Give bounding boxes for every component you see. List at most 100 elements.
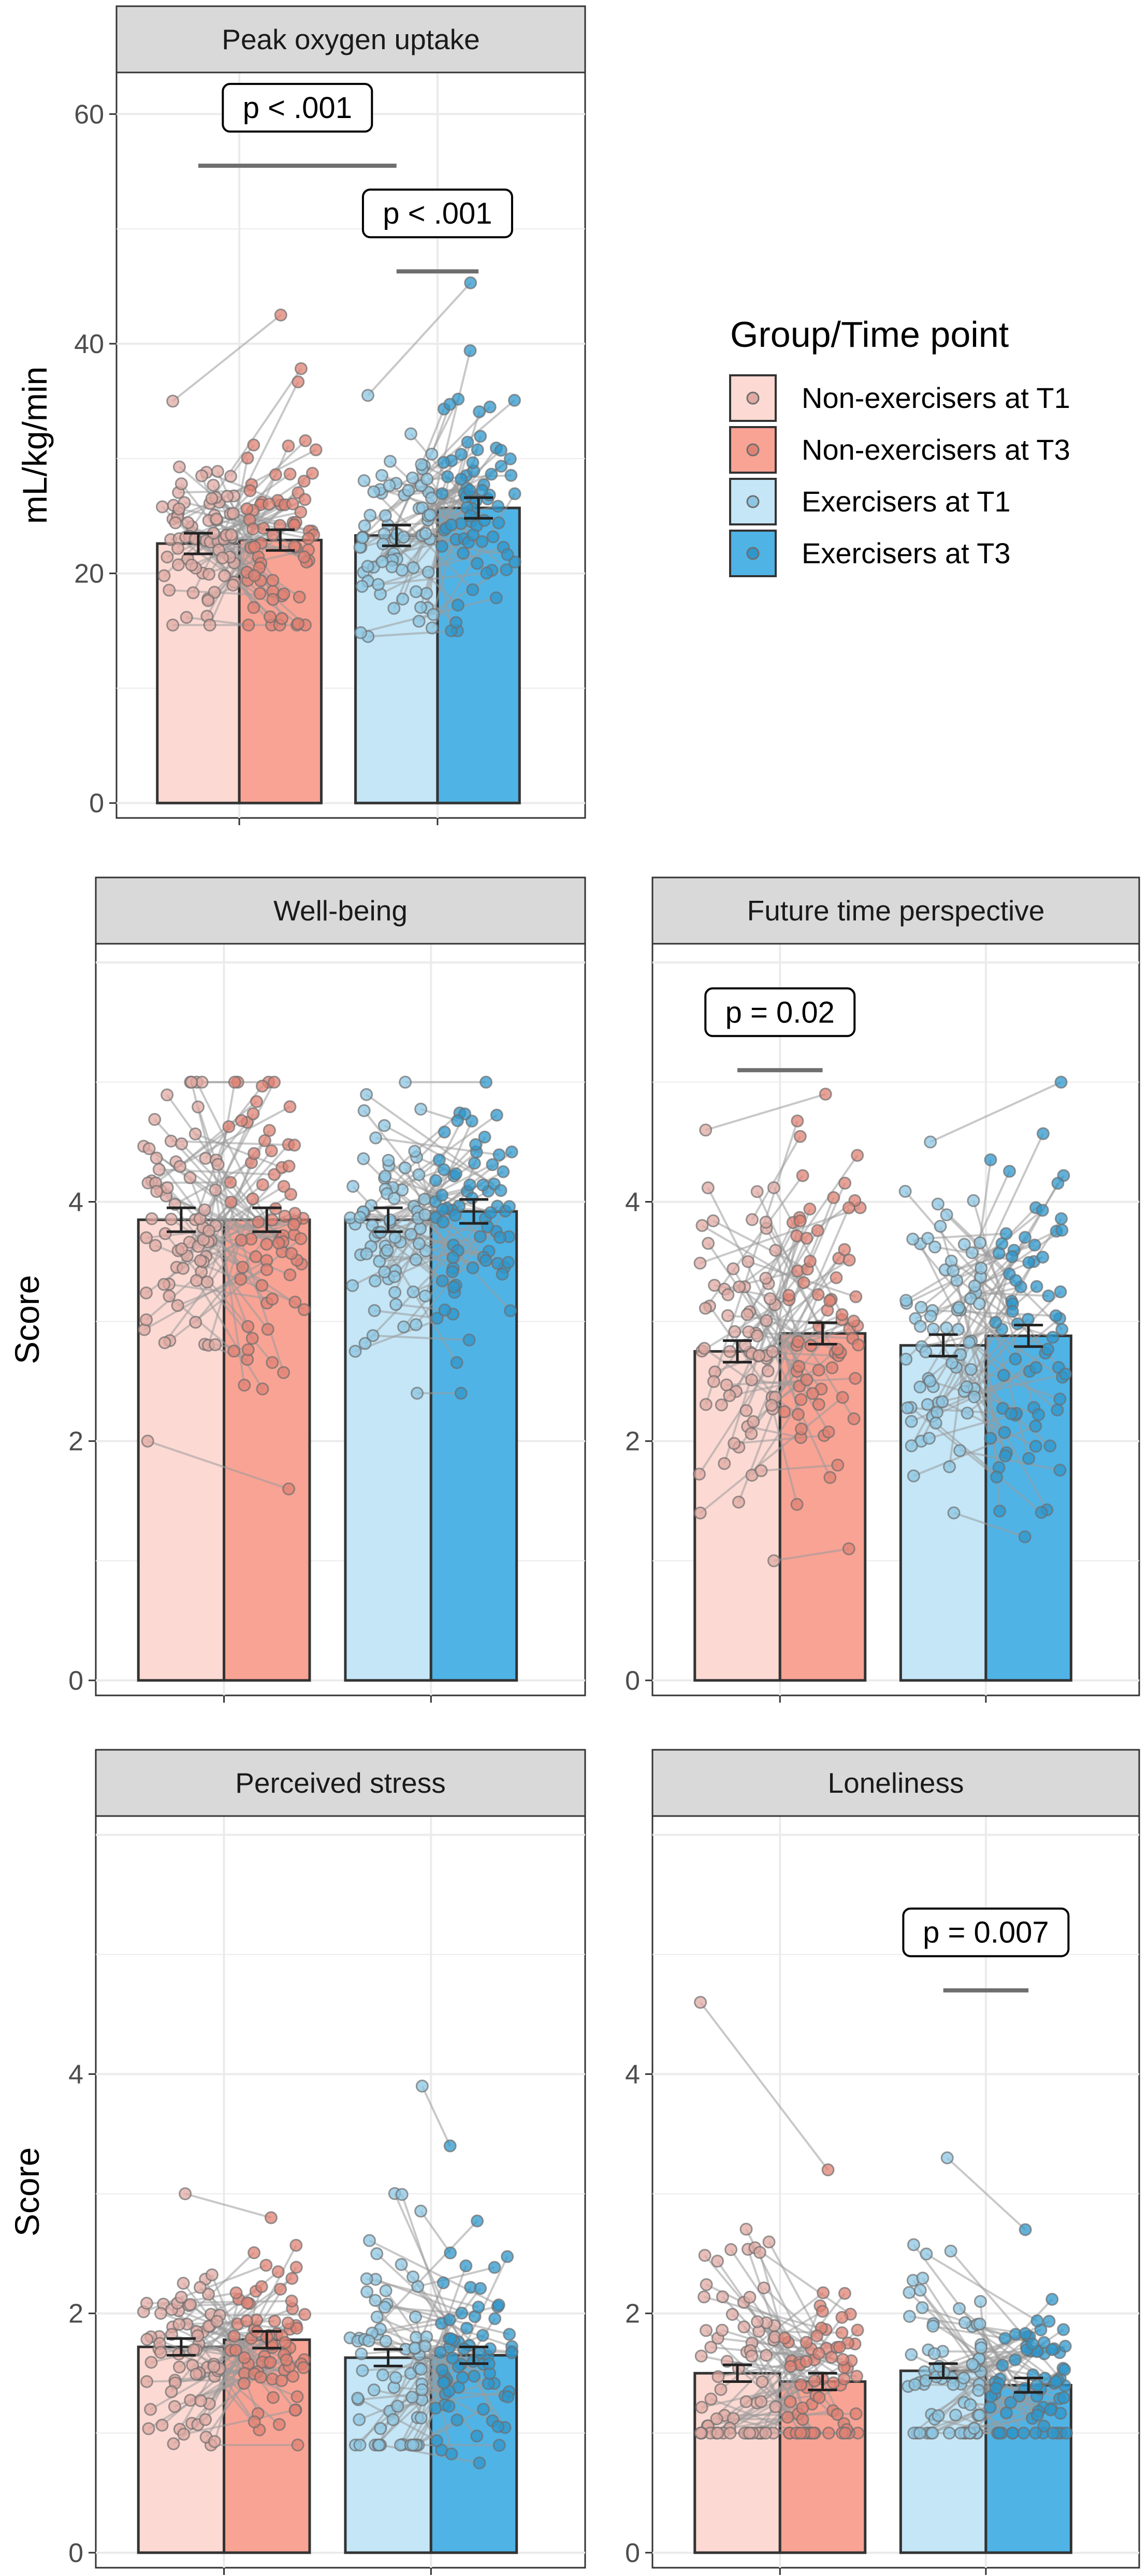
data-point — [463, 484, 476, 497]
data-point — [266, 574, 280, 587]
data-point — [285, 2272, 299, 2285]
data-point — [360, 2285, 374, 2299]
data-point — [240, 502, 254, 516]
data-point — [1057, 2323, 1070, 2336]
data-point — [767, 1554, 781, 1568]
data-point — [501, 2390, 515, 2404]
data-point — [168, 2400, 181, 2413]
data-point — [724, 2243, 738, 2256]
data-point — [836, 1391, 849, 1404]
data-points — [692, 1075, 1072, 1568]
data-point — [207, 2360, 221, 2374]
data-point — [964, 1363, 978, 1376]
data-point — [240, 2314, 253, 2328]
error-bar-2 — [266, 528, 295, 552]
data-point — [800, 1232, 813, 1245]
data-point — [425, 447, 439, 461]
data-point — [1032, 1408, 1045, 1422]
legend-key-point — [746, 391, 760, 405]
y-tick-label: 4 — [625, 1188, 640, 1218]
paired-line — [723, 1220, 802, 1464]
data-point — [211, 1158, 225, 1171]
data-point — [943, 1460, 956, 1473]
data-point — [1037, 2419, 1051, 2433]
data-point — [963, 1336, 976, 1349]
data-point — [357, 474, 371, 488]
data-point — [248, 1147, 261, 1160]
data-point — [838, 1243, 851, 1256]
data-point — [796, 1169, 809, 1182]
data-point — [475, 535, 489, 548]
legend-key-point — [746, 547, 760, 560]
data-point — [732, 1496, 746, 1509]
data-point — [947, 2378, 960, 2391]
error-bar-1 — [723, 1339, 752, 1364]
data-point — [1022, 1452, 1036, 1465]
y-tick-label: 4 — [68, 2060, 83, 2090]
data-point — [957, 2372, 970, 2385]
data-point — [984, 1431, 997, 1445]
data-point — [236, 1261, 249, 1274]
data-point — [360, 2272, 373, 2286]
data-point — [746, 1213, 759, 1226]
data-point — [1019, 2327, 1032, 2340]
data-point — [711, 2370, 725, 2383]
data-point — [294, 1232, 308, 1246]
data-point — [464, 509, 477, 522]
data-point — [806, 1387, 819, 1400]
data-point — [172, 2318, 186, 2331]
data-point — [309, 443, 323, 457]
data-point — [175, 1242, 188, 1255]
data-point — [508, 487, 521, 501]
data-point — [443, 2139, 457, 2153]
data-point — [486, 530, 500, 544]
data-point — [960, 1380, 973, 1394]
paired-line — [208, 1082, 236, 1231]
data-point — [491, 2420, 505, 2433]
data-point — [272, 1236, 285, 1250]
data-point — [447, 1280, 460, 1294]
data-point — [293, 590, 306, 604]
data-point — [169, 516, 182, 530]
paired-line — [363, 1110, 437, 1203]
data-point — [165, 2385, 178, 2398]
data-point — [898, 1184, 912, 1198]
data-point — [997, 1369, 1010, 1382]
data-point — [414, 2204, 428, 2218]
data-point — [205, 492, 219, 505]
data-point — [288, 1295, 302, 1309]
paired-line — [421, 2085, 452, 2147]
data-point — [438, 1125, 451, 1139]
paired-line — [377, 546, 504, 586]
y-axis-title: Score — [8, 1275, 46, 1364]
data-point — [796, 2401, 809, 2414]
data-point — [187, 2343, 200, 2357]
data-point — [241, 1320, 255, 1333]
data-point — [379, 2334, 393, 2348]
paired-line — [708, 2403, 812, 2427]
paired-line — [953, 1244, 1035, 1272]
data-point — [470, 2429, 484, 2443]
data-point — [437, 2276, 450, 2290]
error-bar-2 — [252, 2330, 282, 2350]
data-point — [466, 583, 479, 596]
data-point — [302, 532, 315, 545]
significance-annotation: p = 0.007 — [902, 1907, 1070, 1993]
data-point — [288, 2404, 302, 2417]
data-point — [199, 1152, 212, 1165]
paired-line — [164, 1239, 242, 1343]
paired-line — [195, 1133, 283, 1169]
data-point — [797, 1276, 810, 1290]
data-point — [164, 1134, 178, 1148]
data-point — [944, 2244, 957, 2258]
data-point — [362, 2334, 375, 2348]
data-point — [1047, 2426, 1060, 2440]
data-point — [429, 1174, 442, 1187]
data-point — [155, 2419, 169, 2432]
data-point — [449, 616, 463, 629]
paired-line — [751, 1379, 800, 1387]
paired-line — [183, 2409, 296, 2436]
paired-line — [165, 1195, 269, 1330]
data-point — [248, 2246, 261, 2260]
paired-line — [714, 1320, 854, 1373]
